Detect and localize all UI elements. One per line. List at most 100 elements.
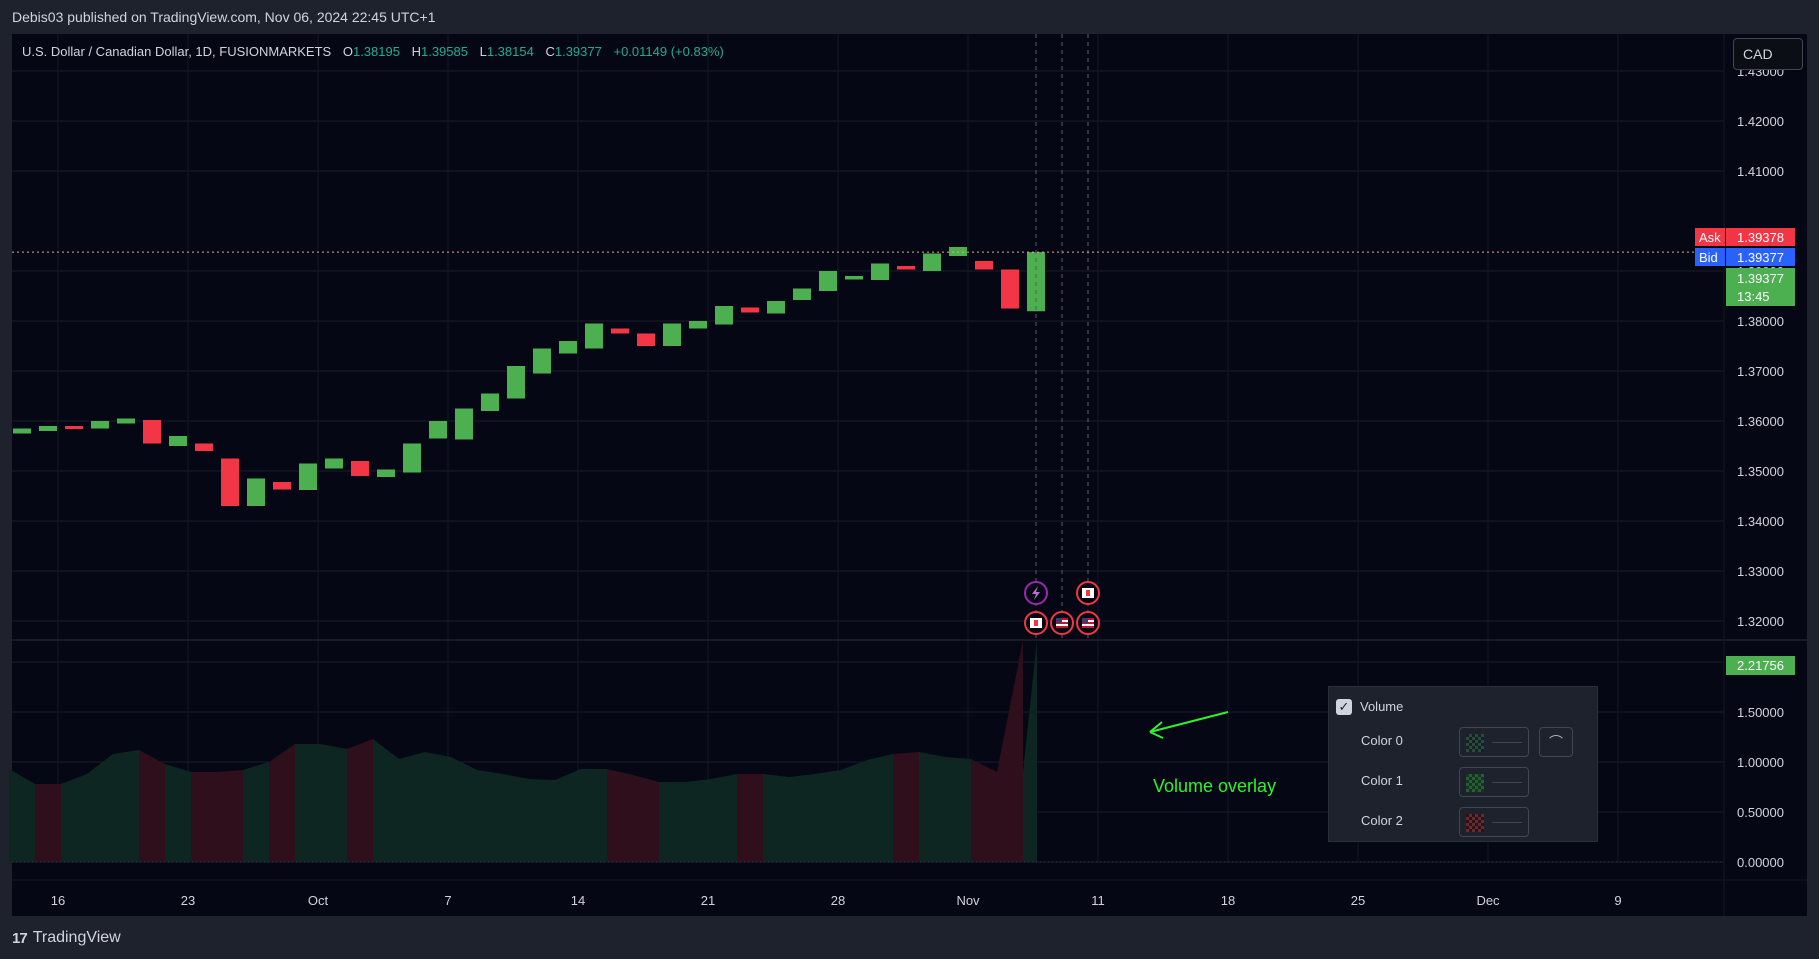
time-tick-label: Oct [308,893,329,908]
candle [663,323,681,346]
volume-tag-value: 2.21756 [1737,658,1784,673]
candle [455,408,473,440]
volume-tick-label: 1.00000 [1737,755,1784,770]
price-tick-label: 1.41000 [1737,164,1784,179]
candle [195,443,213,451]
candle [585,323,603,349]
footer-brand[interactable]: 17 TradingView [12,924,121,952]
color2-row: Color 2 [1329,805,1597,837]
bid-tag-label-bg [1695,248,1725,266]
volume-segment [87,754,113,862]
candlestick-series [13,247,1045,506]
candle [507,366,525,399]
candle [897,266,915,270]
volume-segment [269,744,295,862]
volume-segment [971,759,997,862]
time-tick-label: 23 [181,893,195,908]
volume-segment [373,739,399,862]
bid-tag-bg [1726,248,1795,266]
legend-o-label: O [343,44,353,59]
candle [819,271,837,291]
ask-tag-label: Ask [1699,230,1721,245]
candle [715,306,733,325]
candle [611,328,629,334]
candle [793,288,811,300]
volume-segment [1023,640,1037,862]
plot-style-icon[interactable]: ⌒ [1539,727,1573,757]
legend-change: +0.01149 (+0.83%) [613,44,723,59]
candle [767,301,785,314]
price-tick-label: 1.33000 [1737,564,1784,579]
time-tick-label: 25 [1351,893,1365,908]
volume-segment [35,784,61,862]
candle [845,276,863,280]
volume-segment [607,769,633,862]
color1-swatch[interactable] [1459,767,1529,797]
volume-segment [477,770,503,862]
ca-flag-event-icon [1076,581,1100,605]
color0-label: Color 0 [1361,733,1403,748]
tradingview-logo-icon: 17 [12,929,28,947]
candle [273,482,291,490]
volume-segment [217,770,243,862]
volume-segment [555,769,581,862]
color0-swatch[interactable] [1459,727,1529,757]
candle [221,458,239,506]
volume-title: Volume [1360,699,1404,714]
price-tick-label: 1.42000 [1737,114,1784,129]
ask-tag-bg [1726,228,1795,246]
candle [559,341,577,354]
currency-button[interactable]: CAD [1733,38,1803,70]
time-tick-label: 11 [1091,893,1105,908]
candle [975,261,993,270]
volume-row[interactable]: ✓ Volume [1329,691,1597,721]
legend-l-label: L [480,44,487,59]
footer-brand-text: TradingView [32,929,121,946]
price-tick-label: 1.36000 [1737,414,1784,429]
ca-flag-event-icon [1024,611,1048,635]
volume-tag-bg [1726,656,1795,675]
volume-segment [711,774,737,862]
color2-swatch[interactable] [1459,807,1529,837]
volume-segment [191,772,217,862]
candle [871,263,889,280]
volume-segment [685,779,711,862]
price-tick-label: 1.35000 [1737,464,1784,479]
price-axis-labels: 1.430001.420001.410001.390001.380001.370… [1737,64,1784,629]
volume-segment [633,775,659,862]
volume-segment [347,739,373,862]
time-tick-label: 18 [1221,893,1235,908]
candle [481,393,499,411]
candle [143,420,161,444]
time-tick-label: 9 [1614,893,1621,908]
volume-segment [945,757,971,862]
candle [65,426,83,429]
time-tick-label: Dec [1476,893,1500,908]
volume-style-panel: ✓ Volume Color 0 ⌒ Color 1 Color 2 [1328,686,1598,842]
time-axis-labels: 16 23 Oct 7 14 21 28 Nov 11 18 25 Dec 9 [51,893,1622,908]
candle [325,458,343,469]
volume-segment [165,764,191,862]
annotation-text: Volume overlay [1153,776,1277,796]
color1-label: Color 1 [1361,773,1403,788]
published-header: Debis03 published on TradingView.com, No… [12,9,436,25]
us-flag-event-icon [1050,611,1074,635]
volume-segment [893,752,919,862]
ask-tag-value: 1.39378 [1737,230,1784,245]
volume-segment [763,774,789,862]
volume-segment [113,750,139,862]
legend-c-label: C [545,44,554,59]
bid-tag-label: Bid [1699,250,1718,265]
volume-segment [243,762,269,862]
candle [949,247,967,256]
legend-h-label: H [412,44,421,59]
volume-segment [737,774,763,862]
volume-checkbox[interactable]: ✓ [1336,699,1352,715]
candle [169,436,187,446]
volume-segment [399,752,425,862]
us-flag-event-icon [1076,611,1100,635]
candle [1001,269,1019,309]
time-tick-label: 14 [571,893,585,908]
bid-tag-value: 1.39377 [1737,250,1784,265]
volume-tick-label: 0.50000 [1737,805,1784,820]
